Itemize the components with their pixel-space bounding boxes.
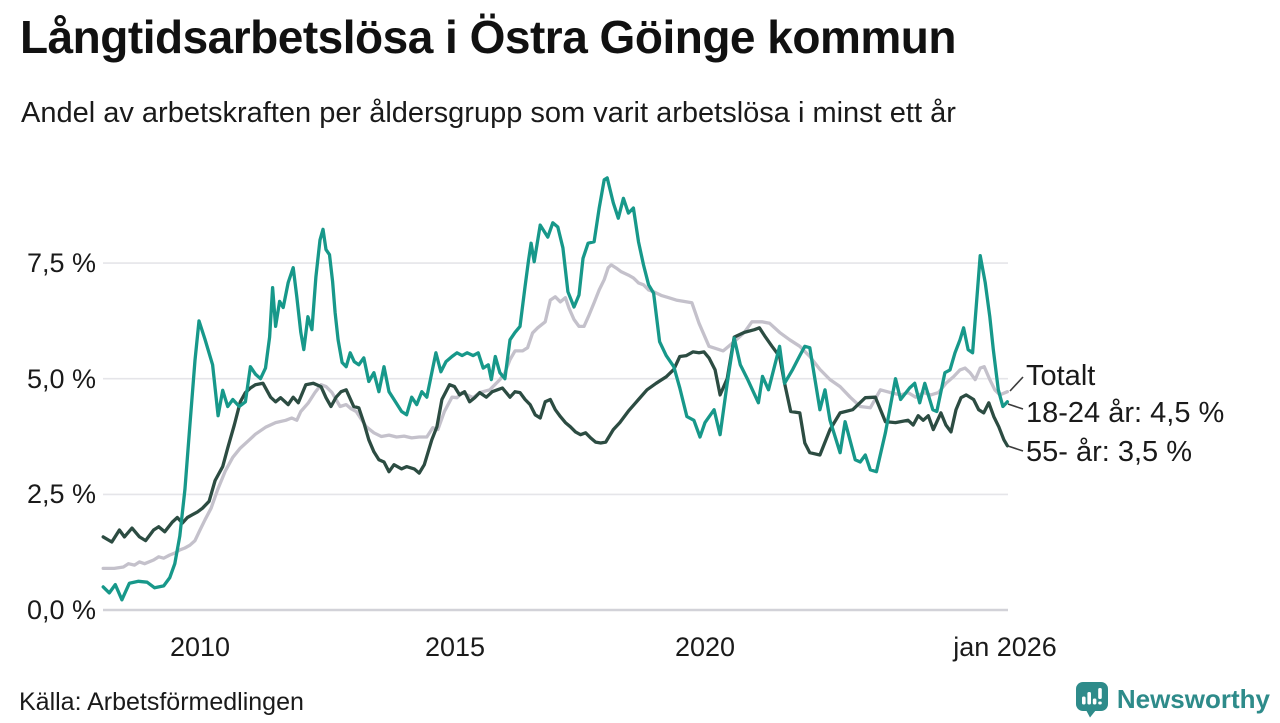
totalt-leader-line [1009,376,1024,392]
age-18-24-leader-line [1007,403,1024,410]
page-title: Långtidsarbetslösa i Östra Göinge kommun [20,11,956,63]
y-tick-label-7-5: 7,5 % [26,248,96,278]
x-tick-label-2010: 2010 [169,632,231,662]
age-55-leader-line [1007,445,1024,452]
newsworthy-logo[interactable]: Newsworthy [1075,678,1270,720]
x-tick-label-2020: 2020 [674,632,736,662]
newsworthy-wordmark: Newsworthy [1116,683,1270,714]
bar-chart-speech-bubble-icon [1075,681,1109,718]
series-label-totalt: Totalt [1026,360,1096,392]
series-label-55: 55- år: 3,5 % [1026,436,1193,468]
y-tick-label-2-5: 2,5 % [26,479,96,509]
series-line-totalt [101,263,1010,571]
y-tick-label-0: 0,0 % [26,595,96,625]
x-tick-label-2015: 2015 [424,632,486,662]
series-line-55-r [101,326,1010,544]
source-credit: Källa: Arbetsförmedlingen [19,688,304,716]
series-line-18-24-r [101,176,1010,602]
x-tick-label-jan-2026: jan 2026 [953,632,1057,662]
series-label-18-24: 18-24 år: 4,5 % [1026,397,1225,429]
y-tick-label-5-0: 5,0 % [26,364,96,394]
page-subtitle: Andel av arbetskraften per åldersgrupp s… [21,97,956,129]
